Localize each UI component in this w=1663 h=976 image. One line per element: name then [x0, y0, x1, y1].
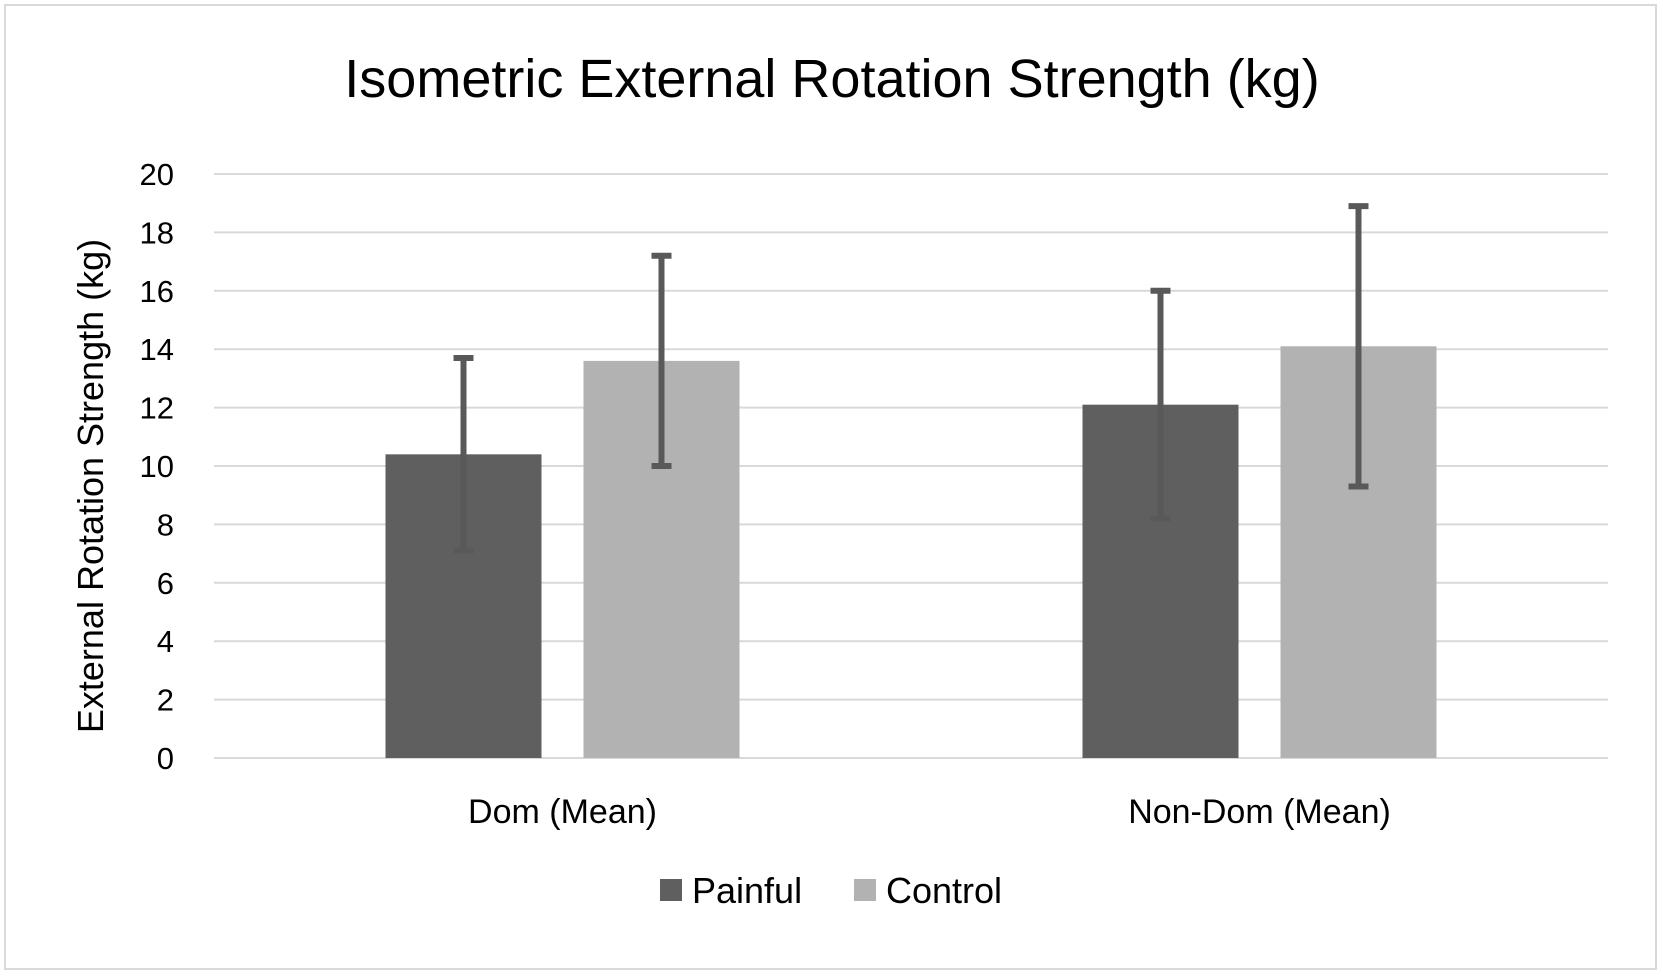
- y-tick-label-14: 14: [140, 332, 174, 367]
- error-bar-control-1: [1348, 203, 1369, 490]
- y-tick-label-16: 16: [140, 274, 174, 309]
- category-label-0: Dom (Mean): [468, 793, 657, 831]
- y-tick-label-20: 20: [140, 157, 174, 192]
- y-tick-label-12: 12: [140, 391, 174, 426]
- category-labels: Dom (Mean) Non-Dom (Mean): [468, 793, 1391, 831]
- y-tick-label-4: 4: [157, 624, 174, 659]
- y-tick-label-6: 6: [157, 566, 174, 601]
- y-axis-ticks: 0 2 4 6 8 10 12 14 16 18 20: [140, 157, 174, 776]
- legend-label-control: Control: [886, 870, 1002, 911]
- legend-label-painful: Painful: [692, 870, 802, 911]
- legend-swatch-painful: [660, 879, 682, 901]
- error-bar-painful-0: [453, 354, 474, 554]
- error-bars: [453, 203, 1369, 554]
- y-tick-label-0: 0: [157, 741, 174, 776]
- category-label-1: Non-Dom (Mean): [1128, 793, 1391, 831]
- legend: Painful Control: [660, 870, 1002, 911]
- legend-swatch-control: [854, 879, 876, 901]
- y-tick-label-8: 8: [157, 507, 174, 542]
- error-bar-painful-1: [1150, 287, 1171, 522]
- y-tick-label-2: 2: [157, 683, 174, 718]
- error-bar-control-0: [651, 252, 672, 469]
- y-tick-label-18: 18: [140, 215, 174, 250]
- y-tick-label-10: 10: [140, 449, 174, 484]
- y-axis-title: External Rotation Strength (kg): [70, 239, 111, 733]
- chart-title: Isometric External Rotation Strength (kg…: [344, 49, 1319, 109]
